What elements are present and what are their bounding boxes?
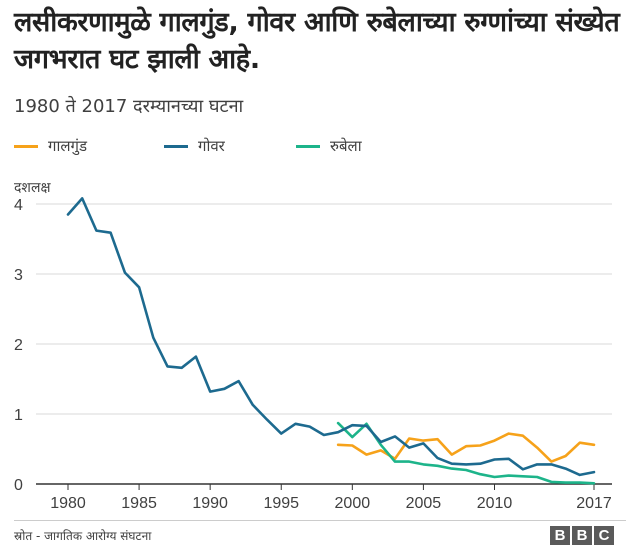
chart-subtitle: 1980 ते 2017 दरम्यानच्या घटना <box>14 96 244 117</box>
x-tick-label: 1980 <box>50 495 86 512</box>
legend-item-measles: गोवर <box>164 136 225 156</box>
legend-swatch-mumps <box>14 144 38 148</box>
y-tick-label: 4 <box>14 197 23 214</box>
x-tick-label: 2005 <box>406 495 442 512</box>
series-line-mumps <box>336 432 596 463</box>
y-axis-unit-label: दशलक्ष <box>14 180 51 196</box>
legend-label-measles: गोवर <box>198 137 225 155</box>
y-tick-label: 2 <box>14 337 23 354</box>
x-tick-label: 1990 <box>192 495 228 512</box>
x-tick-label: 2017 <box>576 495 612 512</box>
x-tick-label: 2000 <box>335 495 371 512</box>
legend-item-mumps: गालगुंड <box>14 136 87 156</box>
bbc-logo-letter: B <box>572 526 592 545</box>
legend-item-rubella: रुबेला <box>296 136 362 156</box>
series-line-measles <box>66 197 596 477</box>
chart-title: लसीकरणामुळे गालगुंड, गोवर आणि रुबेलाच्या… <box>14 7 620 75</box>
bbc-logo-letter: B <box>550 526 570 545</box>
y-tick-label: 3 <box>14 267 23 284</box>
legend-swatch-rubella <box>296 144 320 148</box>
legend: गालगुंड गोवर रुबेला <box>14 136 626 156</box>
x-tick-label: 2010 <box>477 495 513 512</box>
footer-divider <box>14 520 626 521</box>
line-chart: दशलक्ष 0 1 2 3 4 1980 1985 1990 1995 2000 2005 201… <box>14 180 612 512</box>
legend-label-mumps: गालगुंड <box>48 137 87 155</box>
legend-label-rubella: रुबेला <box>330 137 362 155</box>
bbc-logo: B B C <box>550 526 614 545</box>
y-tick-label: 1 <box>14 407 23 424</box>
bbc-logo-letter: C <box>594 526 614 545</box>
x-tick-label: 1985 <box>121 495 157 512</box>
x-tick-label: 1995 <box>263 495 299 512</box>
y-tick-label: 0 <box>14 477 23 494</box>
series-line-rubella <box>336 421 596 485</box>
legend-swatch-measles <box>164 144 188 148</box>
source-note: स्रोत - जागतिक आरोग्य संघटना <box>14 529 152 543</box>
